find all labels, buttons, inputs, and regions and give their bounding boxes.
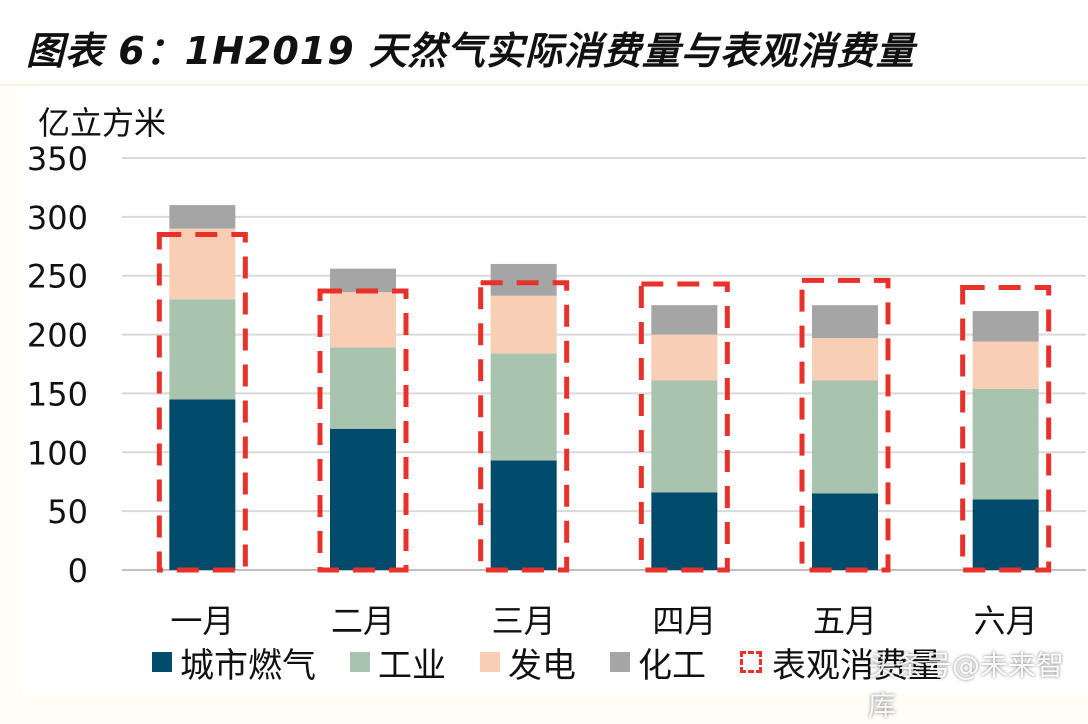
- page-title: 图表 6：1H2019 天然气实际消费量与表观消费量: [26, 29, 915, 73]
- bar-chemical: [651, 305, 718, 335]
- legend-label-industry: 工业: [378, 645, 446, 686]
- legend-item-city-gas: 城市燃气: [152, 638, 316, 687]
- x-tick-label: 一月: [170, 602, 234, 640]
- apparent-consumption-box: [960, 284, 1052, 573]
- y-tick-label: 350: [27, 140, 88, 178]
- apparent-consumption-box: [478, 280, 570, 573]
- x-tick-label: 三月: [492, 602, 556, 640]
- x-tick-label: 四月: [652, 602, 716, 640]
- x-tick-label: 六月: [974, 602, 1038, 640]
- bar-power: [651, 334, 718, 381]
- stacked-bar-chart: 0 50 100 150 200 250 300 350 一月 二月 三月 四月 五月 六月: [27, 140, 1086, 640]
- bar-city-gas: [490, 460, 557, 570]
- bar-city-gas: [972, 499, 1039, 570]
- chart-legend: 城市燃气 工业 发电 化工 表观消费量: [152, 638, 976, 687]
- title-divider: [0, 84, 1088, 86]
- bar-city-gas: [330, 428, 396, 570]
- x-tick-label: 二月: [331, 602, 395, 640]
- legend-label-apparent: 表观消费量: [772, 645, 942, 686]
- apparent-consumption-box: [638, 281, 730, 573]
- apparent-consumption-box: [156, 232, 248, 573]
- apparent-consumption-box: [799, 277, 891, 573]
- legend-label-city-gas: 城市燃气: [180, 645, 316, 686]
- bar-chemical: [972, 311, 1039, 342]
- bar-city-gas: [169, 399, 236, 570]
- bar-power: [330, 292, 396, 348]
- legend-swatch-power: [480, 652, 500, 672]
- bar-chemical: [330, 268, 396, 293]
- bar-chemical: [812, 305, 878, 339]
- bar-industry: [490, 353, 557, 461]
- legend-swatch-apparent: [740, 651, 762, 673]
- bar-industry: [169, 299, 236, 400]
- bar-city-gas: [651, 492, 718, 570]
- legend-label-chemical: 化工: [638, 645, 706, 686]
- bar-power: [972, 341, 1039, 389]
- apparent-consumption-box: [317, 288, 409, 573]
- bar-chemical: [169, 205, 236, 229]
- x-tick-label: 五月: [813, 602, 877, 640]
- legend-item-industry: 工业: [350, 638, 446, 687]
- y-tick-label: 200: [27, 317, 88, 355]
- watermark: 头条号@未来智库: [868, 649, 1065, 722]
- bar-industry: [651, 380, 718, 493]
- bar-industry: [972, 388, 1039, 500]
- bar-industry: [330, 347, 396, 429]
- y-tick-label: 0: [68, 552, 88, 590]
- legend-swatch-chemical: [610, 652, 630, 672]
- y-tick-label: 100: [27, 434, 88, 472]
- legend-label-power: 发电: [508, 645, 576, 686]
- bar-industry: [812, 380, 878, 494]
- bar-power: [169, 228, 236, 300]
- y-tick-label: 150: [27, 375, 88, 413]
- y-axis-unit-label: 亿立方米: [38, 104, 167, 142]
- bar-city-gas: [812, 493, 878, 570]
- legend-swatch-industry: [350, 652, 370, 672]
- bar-power: [490, 295, 557, 354]
- bar-power: [812, 338, 878, 381]
- legend-swatch-city-gas: [152, 652, 172, 672]
- y-tick-label: 250: [27, 258, 88, 296]
- legend-item-apparent: 表观消费量: [740, 638, 942, 687]
- legend-item-power: 发电: [480, 638, 576, 687]
- legend-item-chemical: 化工: [610, 638, 706, 687]
- title-bar: 图表 6：1H2019 天然气实际消费量与表观消费量: [0, 0, 1088, 80]
- y-tick-label: 50: [47, 493, 88, 531]
- y-tick-label: 300: [27, 199, 88, 237]
- bar-chemical: [490, 263, 557, 296]
